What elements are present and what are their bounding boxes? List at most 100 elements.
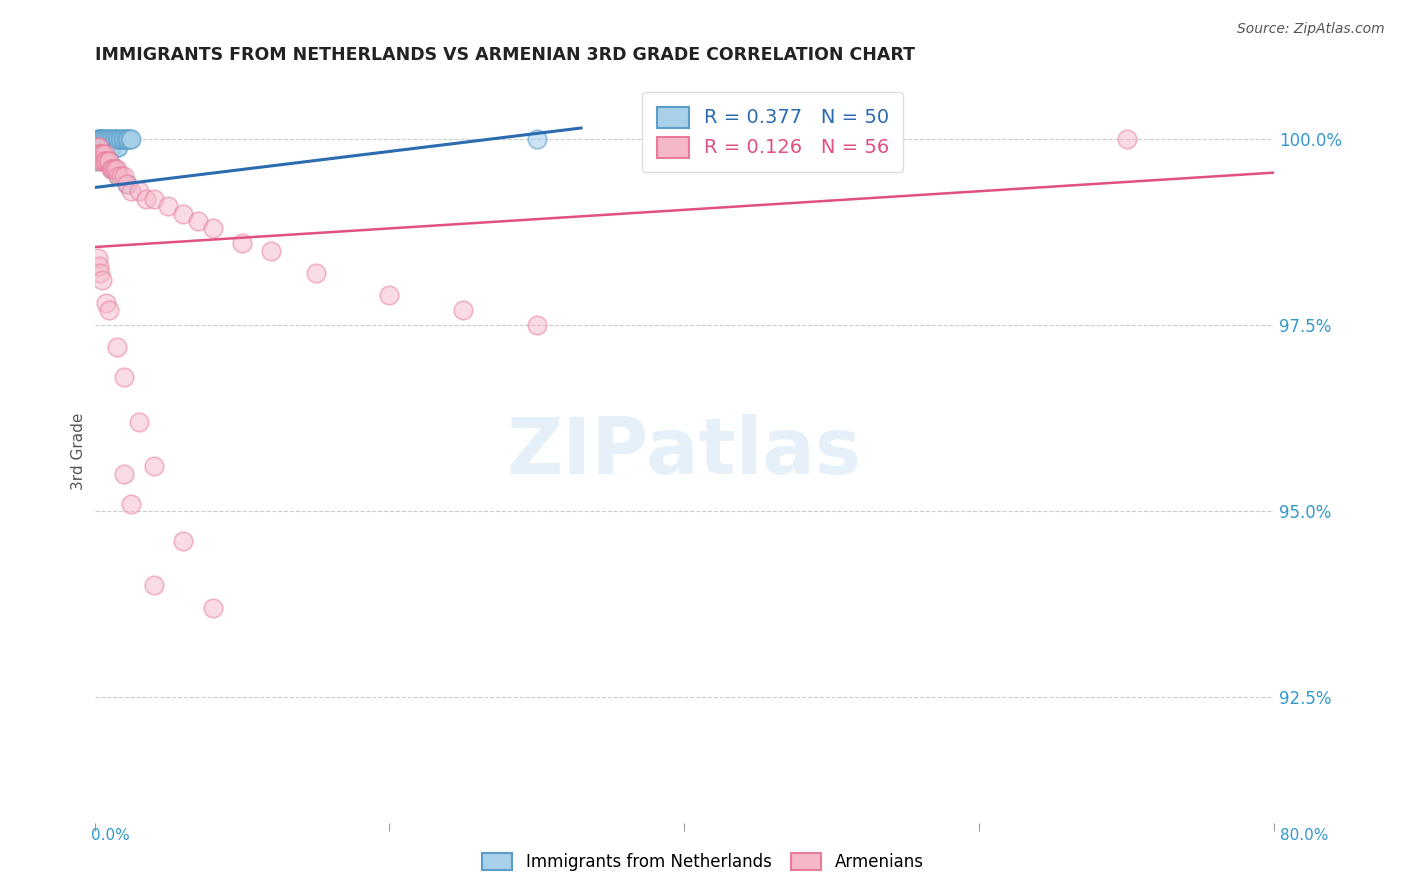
Point bbox=[84, 154, 107, 169]
Point bbox=[89, 154, 111, 169]
Point bbox=[142, 192, 165, 206]
Point bbox=[112, 467, 135, 481]
Legend: Immigrants from Netherlands, Armenians: Immigrants from Netherlands, Armenians bbox=[474, 845, 932, 880]
Point bbox=[87, 132, 110, 146]
Point bbox=[100, 161, 122, 176]
Point bbox=[91, 139, 114, 153]
Point bbox=[98, 154, 121, 169]
Point bbox=[105, 139, 128, 153]
Point bbox=[120, 497, 142, 511]
Point bbox=[187, 214, 209, 228]
Point bbox=[101, 161, 124, 176]
Point bbox=[96, 295, 118, 310]
Point bbox=[142, 459, 165, 474]
Point bbox=[93, 147, 115, 161]
Point bbox=[105, 341, 128, 355]
Point bbox=[87, 132, 110, 146]
Point bbox=[94, 154, 117, 169]
Point bbox=[97, 139, 120, 153]
Text: IMMIGRANTS FROM NETHERLANDS VS ARMENIAN 3RD GRADE CORRELATION CHART: IMMIGRANTS FROM NETHERLANDS VS ARMENIAN … bbox=[94, 46, 914, 64]
Point bbox=[112, 132, 135, 146]
Point bbox=[142, 578, 165, 592]
Point bbox=[114, 132, 136, 146]
Point bbox=[103, 132, 125, 146]
Point bbox=[91, 147, 114, 161]
Point bbox=[108, 132, 131, 146]
Point bbox=[157, 199, 180, 213]
Point bbox=[104, 132, 127, 146]
Point bbox=[94, 139, 117, 153]
Point bbox=[172, 206, 194, 220]
Point bbox=[103, 161, 125, 176]
Point bbox=[93, 132, 115, 146]
Point bbox=[107, 169, 129, 184]
Point bbox=[107, 169, 129, 184]
Point bbox=[201, 600, 224, 615]
Point bbox=[87, 147, 110, 161]
Point bbox=[84, 147, 107, 161]
Point bbox=[201, 221, 224, 235]
Point bbox=[86, 132, 108, 146]
Point bbox=[128, 184, 150, 198]
Point bbox=[526, 132, 548, 146]
Point bbox=[96, 154, 118, 169]
Point bbox=[101, 161, 124, 176]
Point bbox=[93, 139, 115, 153]
Point bbox=[93, 154, 115, 169]
Point bbox=[104, 161, 127, 176]
Point bbox=[107, 139, 129, 153]
Point bbox=[117, 132, 139, 146]
Point bbox=[100, 132, 122, 146]
Point bbox=[98, 303, 121, 318]
Point bbox=[94, 132, 117, 146]
Point bbox=[89, 139, 111, 153]
Point bbox=[93, 147, 115, 161]
Legend: R = 0.377   N = 50, R = 0.126   N = 56: R = 0.377 N = 50, R = 0.126 N = 56 bbox=[643, 93, 903, 172]
Point bbox=[84, 139, 107, 153]
Point bbox=[111, 132, 134, 146]
Point bbox=[96, 154, 118, 169]
Point bbox=[128, 415, 150, 429]
Point bbox=[112, 169, 135, 184]
Point bbox=[86, 251, 108, 265]
Point bbox=[89, 266, 111, 280]
Text: Source: ZipAtlas.com: Source: ZipAtlas.com bbox=[1237, 22, 1385, 37]
Point bbox=[98, 154, 121, 169]
Point bbox=[97, 132, 120, 146]
Point bbox=[378, 288, 401, 302]
Point bbox=[89, 132, 111, 146]
Point bbox=[96, 139, 118, 153]
Point bbox=[91, 273, 114, 287]
Point bbox=[231, 236, 253, 251]
Point bbox=[105, 132, 128, 146]
Point bbox=[87, 259, 110, 273]
Point bbox=[115, 177, 138, 191]
Point bbox=[172, 533, 194, 548]
Point bbox=[120, 184, 142, 198]
Point bbox=[86, 139, 108, 153]
Point bbox=[104, 161, 127, 176]
Point bbox=[105, 161, 128, 176]
Point bbox=[97, 154, 120, 169]
Text: 0.0%: 0.0% bbox=[91, 828, 131, 843]
Point bbox=[120, 132, 142, 146]
Point bbox=[115, 132, 138, 146]
Point bbox=[87, 139, 110, 153]
Point bbox=[86, 147, 108, 161]
Point bbox=[98, 139, 121, 153]
Point bbox=[110, 169, 132, 184]
Point bbox=[91, 154, 114, 169]
Point bbox=[526, 318, 548, 332]
Point bbox=[101, 132, 124, 146]
Point bbox=[100, 139, 122, 153]
Point bbox=[135, 192, 157, 206]
Point bbox=[107, 132, 129, 146]
Point bbox=[91, 132, 114, 146]
Y-axis label: 3rd Grade: 3rd Grade bbox=[72, 413, 86, 491]
Point bbox=[1115, 132, 1137, 146]
Point bbox=[118, 132, 141, 146]
Point bbox=[89, 132, 111, 146]
Point bbox=[101, 139, 124, 153]
Point bbox=[260, 244, 283, 258]
Point bbox=[89, 147, 111, 161]
